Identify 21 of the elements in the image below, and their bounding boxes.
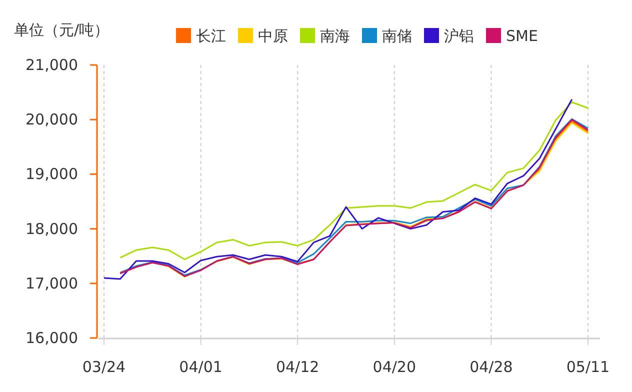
line-series xyxy=(119,101,589,260)
x-tick-label: 03/24 xyxy=(82,358,126,376)
y-tick-label: 19,000 xyxy=(26,165,78,184)
y-tick-label: 17,000 xyxy=(26,274,78,292)
x-tick-label: 04/20 xyxy=(372,358,416,376)
y-tick-label: 20,000 xyxy=(26,110,78,129)
legend-label: SME xyxy=(506,27,538,45)
legend-label: 南储 xyxy=(382,27,412,45)
y-tick-label: 16,000 xyxy=(26,329,78,347)
legend-label: 南海 xyxy=(320,27,350,45)
x-tick-label: 05/11 xyxy=(566,358,610,376)
y-axis-title: 单位（元/吨） xyxy=(14,21,110,39)
x-tick-label: 04/01 xyxy=(179,358,222,376)
line-series xyxy=(103,98,573,280)
y-tick-label: 21,000 xyxy=(26,56,78,74)
y-tick-label: 18,000 xyxy=(26,220,78,238)
x-tick-label: 04/12 xyxy=(276,358,320,376)
legend-label: 中原 xyxy=(258,27,288,45)
legend-label: 长江 xyxy=(196,27,226,45)
legend-label: 沪铝 xyxy=(444,27,474,45)
x-tick-label: 04/28 xyxy=(470,358,513,376)
